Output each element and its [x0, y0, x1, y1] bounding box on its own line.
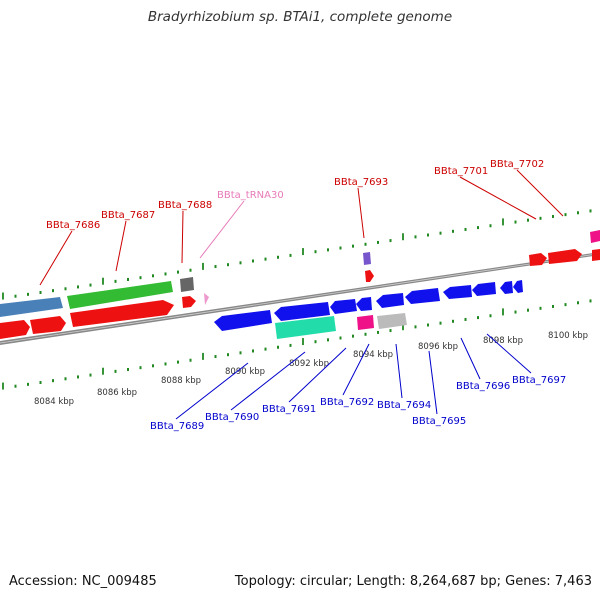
- gene-bbta-7688-feature: [180, 277, 194, 292]
- forward-gene-label-bbta-7688[interactable]: BBta_7688: [158, 200, 212, 211]
- gene-bbta-7690-aux-feature: [275, 316, 336, 339]
- feature-blue-r6: [405, 288, 440, 304]
- reverse-gene-label-bbta-7696[interactable]: BBta_7696: [456, 381, 510, 392]
- reverse-gene-label-bbta-7694[interactable]: BBta_7694: [377, 400, 431, 411]
- forward-gene-label-bbta-7693[interactable]: BBta_7693: [334, 177, 388, 188]
- leader-lines: [39, 169, 564, 420]
- feature-blue-r8: [472, 282, 496, 296]
- leader-line-bbta-7697: [486, 333, 532, 374]
- scale-label: 8096 kbp: [418, 342, 458, 352]
- scale-label: 8088 kbp: [161, 376, 201, 386]
- gene-bbta-7692-feature: [357, 315, 374, 330]
- gene-bbta-7701-feature: [529, 253, 547, 266]
- lower-tick-track: [2, 299, 592, 390]
- gene-bbta-7690-feature: [274, 302, 330, 321]
- feature-red-f3: [70, 300, 174, 327]
- leader-line-bbta-7693: [357, 187, 365, 239]
- feature-blue-r5: [376, 293, 404, 308]
- feature-blue-r4: [356, 297, 372, 311]
- feature-blue-r9: [500, 281, 513, 294]
- forward-gene-label-bbta-trna30[interactable]: BBta_tRNA30: [217, 190, 284, 201]
- scale-label: 8086 kbp: [97, 388, 137, 398]
- forward-gene-label-bbta-7687[interactable]: BBta_7687: [101, 210, 155, 221]
- leader-line-bbta-7702: [516, 169, 564, 217]
- leader-line-bbta-7686: [39, 230, 73, 286]
- gene-bbta-7702-feature: [548, 249, 582, 264]
- scale-labels: 8084 kbp 8086 kbp 8088 kbp 8090 kbp 8092 kbp…: [34, 331, 588, 407]
- trna-bbta-trna30-feature: [204, 293, 209, 305]
- accession-text: Accession: NC_009485: [9, 574, 157, 589]
- forward-gene-label-bbta-7702[interactable]: BBta_7702: [490, 159, 544, 170]
- scale-label: 8094 kbp: [353, 350, 393, 360]
- gene-bbta-7691-feature: [330, 299, 357, 314]
- reverse-gene-label-bbta-7697[interactable]: BBta_7697: [512, 375, 566, 386]
- map-title: Bradyrhizobium sp. BTAi1, complete genom…: [147, 9, 453, 25]
- scale-label: 8100 kbp: [548, 331, 588, 341]
- leader-line-bbta-7701: [459, 176, 537, 220]
- gene-bbta-7693-feature: [363, 252, 371, 265]
- leader-line-bbta-7691: [288, 347, 347, 403]
- genome-summary-text: Topology: circular; Length: 8,264,687 bp…: [234, 574, 592, 589]
- forward-features: [0, 230, 600, 339]
- feature-red-f5: [365, 270, 374, 282]
- scale-label: 8090 kbp: [225, 367, 265, 377]
- upper-tick-track: [2, 209, 592, 300]
- feature-blue-r10: [513, 280, 523, 293]
- feature-red-f2: [30, 316, 66, 334]
- reverse-gene-label-bbta-7691[interactable]: BBta_7691: [262, 404, 316, 415]
- leader-line-bbta-trna30: [199, 200, 245, 259]
- gene-bbta-7689-feature: [214, 310, 272, 331]
- leader-line-bbta-7696: [460, 337, 481, 380]
- scale-label: 8098 kbp: [483, 336, 523, 346]
- reverse-gene-label-bbta-7695[interactable]: BBta_7695: [412, 416, 466, 427]
- gene-bbta-7687-feature: [67, 281, 173, 309]
- reverse-gene-label-bbta-7689[interactable]: BBta_7689: [150, 421, 204, 432]
- feature-magenta-f: [590, 230, 600, 243]
- feature-blue-r7: [443, 285, 472, 299]
- genome-backbone-highlight: [0, 253, 600, 344]
- leader-line-bbta-7687: [115, 220, 127, 272]
- reverse-gene-label-bbta-7690[interactable]: BBta_7690: [205, 412, 259, 423]
- leader-line-bbta-7694: [395, 343, 403, 399]
- feature-red-f1: [0, 320, 30, 339]
- leader-line-bbta-7690: [230, 351, 306, 411]
- leader-line-bbta-7692: [342, 343, 370, 396]
- leader-line-bbta-7689: [175, 362, 249, 420]
- leader-line-bbta-7695: [428, 350, 438, 415]
- leader-line-bbta-7688: [181, 210, 184, 264]
- feature-steelblue-block: [0, 297, 63, 317]
- forward-gene-label-bbta-7701[interactable]: BBta_7701: [434, 166, 488, 177]
- gene-bbta-7694-feature: [377, 313, 407, 329]
- scale-label: 8084 kbp: [34, 397, 74, 407]
- feature-red-f6: [592, 249, 600, 261]
- reverse-features: [214, 280, 523, 339]
- reverse-gene-label-bbta-7692[interactable]: BBta_7692: [320, 397, 374, 408]
- forward-gene-label-bbta-7686[interactable]: BBta_7686: [46, 220, 100, 231]
- scale-label: 8092 kbp: [289, 359, 329, 369]
- feature-red-f4: [182, 296, 196, 308]
